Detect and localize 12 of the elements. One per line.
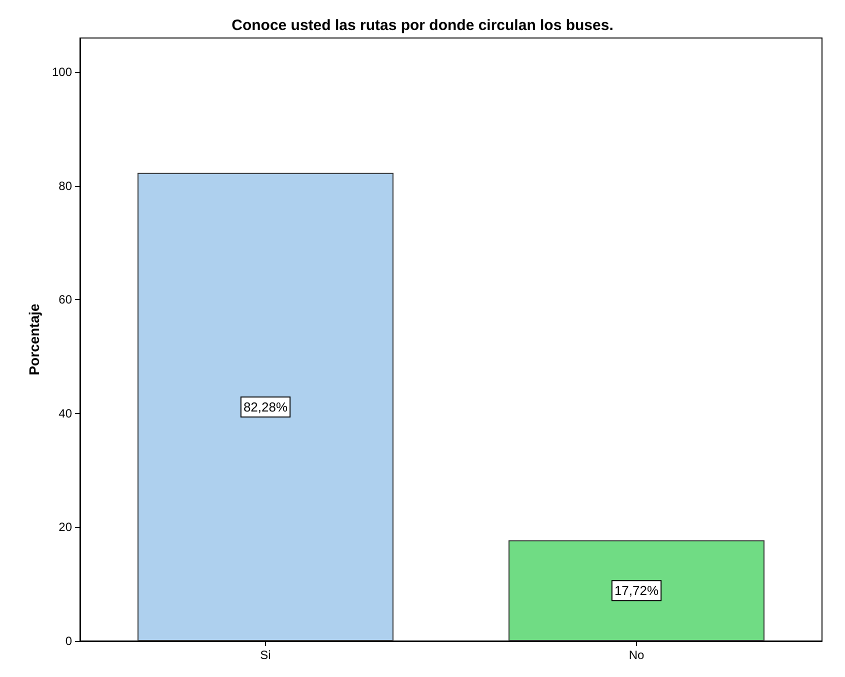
x-tick-label: No bbox=[628, 648, 644, 662]
chart-title: Conoce usted las rutas por donde circulan los buses. bbox=[232, 17, 614, 34]
y-tick-label: 20 bbox=[58, 520, 72, 534]
y-tick-label: 100 bbox=[52, 65, 72, 80]
y-tick-label: 40 bbox=[58, 406, 72, 420]
y-tick-label: 60 bbox=[58, 292, 72, 307]
data-label: 82,28% bbox=[243, 399, 288, 414]
y-axis-title: Porcentaje bbox=[26, 303, 42, 376]
y-tick-label: 0 bbox=[65, 634, 72, 648]
x-tick-label: Si bbox=[260, 648, 271, 662]
y-tick-label: 80 bbox=[58, 178, 72, 193]
data-label: 17,72% bbox=[614, 583, 659, 598]
